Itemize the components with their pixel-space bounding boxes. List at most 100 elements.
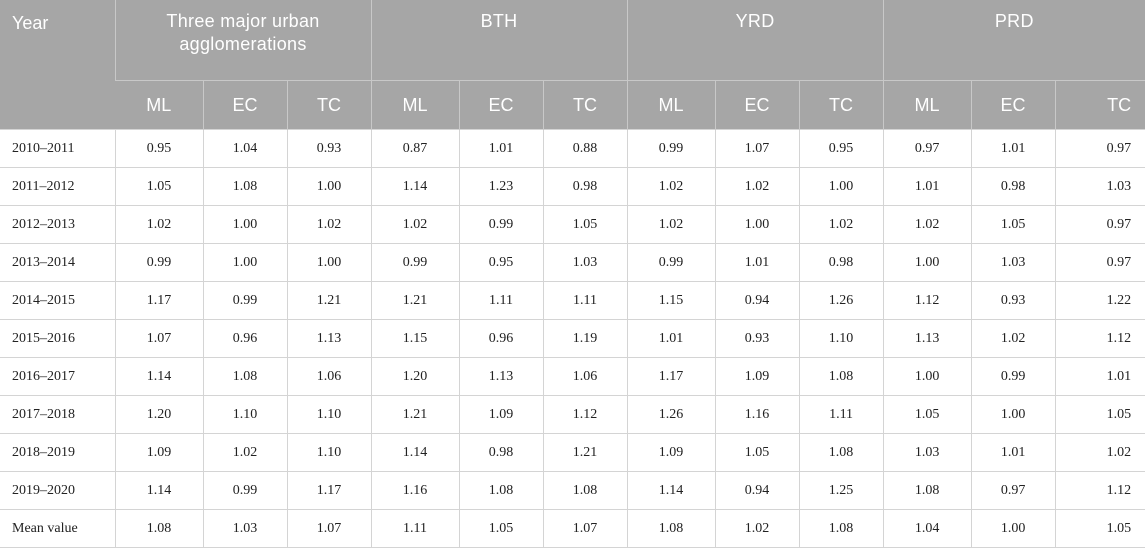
value-cell: 1.09 xyxy=(626,433,716,472)
value-cell: 1.02 xyxy=(714,509,800,548)
value-cell: 1.07 xyxy=(114,319,203,358)
year-cell: 2013–2014 xyxy=(0,243,115,282)
value-cell: 1.09 xyxy=(714,357,800,396)
table-row: 2010–2011 0.95 1.04 0.93 0.87 1.01 0.88 0.99 1.0… xyxy=(0,129,1145,168)
value-cell: 1.00 xyxy=(202,243,287,282)
value-cell: 0.88 xyxy=(542,129,628,168)
value-cell: 1.03 xyxy=(542,243,628,282)
header-year: Year xyxy=(0,0,115,130)
value-cell: 1.08 xyxy=(798,509,884,548)
header-ml: ML xyxy=(882,80,972,130)
value-cell: 1.20 xyxy=(114,395,203,434)
value-cell: 1.11 xyxy=(798,395,884,434)
value-cell: 0.93 xyxy=(970,281,1056,320)
value-cell: 1.00 xyxy=(286,243,372,282)
value-cell: 1.02 xyxy=(798,205,884,244)
value-cell: 1.09 xyxy=(114,433,203,472)
value-cell: 1.08 xyxy=(882,471,972,510)
value-cell: 1.12 xyxy=(1054,319,1145,358)
value-cell: 1.16 xyxy=(714,395,800,434)
value-cell: 1.02 xyxy=(370,205,460,244)
value-cell: 1.01 xyxy=(626,319,716,358)
value-cell: 0.94 xyxy=(714,471,800,510)
value-cell: 1.01 xyxy=(970,433,1056,472)
value-cell: 1.02 xyxy=(626,205,716,244)
value-cell: 1.09 xyxy=(458,395,544,434)
value-cell: 1.14 xyxy=(626,471,716,510)
value-cell: 1.02 xyxy=(1054,433,1145,472)
value-cell: 1.08 xyxy=(202,167,287,206)
value-cell: 1.13 xyxy=(458,357,544,396)
header-ml: ML xyxy=(626,80,716,130)
year-cell: 2010–2011 xyxy=(0,129,115,168)
value-cell: 1.05 xyxy=(458,509,544,548)
year-cell: 2012–2013 xyxy=(0,205,115,244)
value-cell: 1.10 xyxy=(286,433,372,472)
value-cell: 1.10 xyxy=(202,395,287,434)
value-cell: 1.14 xyxy=(370,167,460,206)
value-cell: 1.14 xyxy=(114,357,203,396)
value-cell: 1.00 xyxy=(882,357,972,396)
value-cell: 1.26 xyxy=(626,395,716,434)
value-cell: 1.05 xyxy=(542,205,628,244)
table-row: Mean value 1.08 1.03 1.07 1.11 1.05 1.07 1.08 1.… xyxy=(0,509,1145,548)
value-cell: 1.17 xyxy=(626,357,716,396)
header-ec: EC xyxy=(970,80,1056,130)
value-cell: 1.05 xyxy=(714,433,800,472)
header-ml: ML xyxy=(115,80,203,130)
table-row: 2014–2015 1.17 0.99 1.21 1.21 1.11 1.11 1.15 0.9… xyxy=(0,281,1145,320)
value-cell: 1.05 xyxy=(114,167,203,206)
value-cell: 1.20 xyxy=(370,357,460,396)
value-cell: 1.00 xyxy=(286,167,372,206)
value-cell: 1.01 xyxy=(970,129,1056,168)
value-cell: 0.93 xyxy=(286,129,372,168)
value-cell: 0.95 xyxy=(458,243,544,282)
table-row: 2012–2013 1.02 1.00 1.02 1.02 0.99 1.05 1.02 1.0… xyxy=(0,205,1145,244)
value-cell: 0.97 xyxy=(1054,205,1145,244)
header-group-yrd: YRD xyxy=(626,0,884,81)
table-row: 2015–2016 1.07 0.96 1.13 1.15 0.96 1.19 1.01 0.9… xyxy=(0,319,1145,358)
value-cell: 0.87 xyxy=(370,129,460,168)
value-cell: 1.15 xyxy=(370,319,460,358)
value-cell: 0.95 xyxy=(798,129,884,168)
value-cell: 1.21 xyxy=(542,433,628,472)
year-cell: 2011–2012 xyxy=(0,167,115,206)
value-cell: 0.98 xyxy=(798,243,884,282)
table-body: 2010–2011 0.95 1.04 0.93 0.87 1.01 0.88 0.99 1.0… xyxy=(0,129,1145,548)
value-cell: 0.99 xyxy=(370,243,460,282)
value-cell: 1.07 xyxy=(286,509,372,548)
value-cell: 1.12 xyxy=(1054,471,1145,510)
value-cell: 1.05 xyxy=(970,205,1056,244)
value-cell: 1.11 xyxy=(458,281,544,320)
value-cell: 1.00 xyxy=(798,167,884,206)
value-cell: 0.98 xyxy=(542,167,628,206)
value-cell: 1.02 xyxy=(970,319,1056,358)
value-cell: 1.17 xyxy=(286,471,372,510)
value-cell: 1.08 xyxy=(114,509,203,548)
value-cell: 1.04 xyxy=(202,129,287,168)
value-cell: 1.03 xyxy=(202,509,287,548)
value-cell: 1.13 xyxy=(882,319,972,358)
value-cell: 0.97 xyxy=(1054,243,1145,282)
header-tc: TC xyxy=(286,80,372,130)
value-cell: 1.10 xyxy=(286,395,372,434)
year-cell: 2019–2020 xyxy=(0,471,115,510)
value-cell: 1.11 xyxy=(370,509,460,548)
value-cell: 1.00 xyxy=(202,205,287,244)
value-cell: 1.05 xyxy=(882,395,972,434)
value-cell: 1.21 xyxy=(286,281,372,320)
value-cell: 1.00 xyxy=(970,395,1056,434)
table-row: 2011–2012 1.05 1.08 1.00 1.14 1.23 0.98 1.02 1.0… xyxy=(0,167,1145,206)
value-cell: 0.99 xyxy=(202,471,287,510)
header-tc: TC xyxy=(1054,80,1145,130)
value-cell: 1.02 xyxy=(286,205,372,244)
value-cell: 0.97 xyxy=(882,129,972,168)
value-cell: 1.01 xyxy=(714,243,800,282)
value-cell: 0.99 xyxy=(626,243,716,282)
header-group-three-major: Three major urban agglomerations xyxy=(114,0,372,81)
value-cell: 0.99 xyxy=(626,129,716,168)
value-cell: 1.02 xyxy=(882,205,972,244)
value-cell: 1.22 xyxy=(1054,281,1145,320)
value-cell: 0.96 xyxy=(202,319,287,358)
